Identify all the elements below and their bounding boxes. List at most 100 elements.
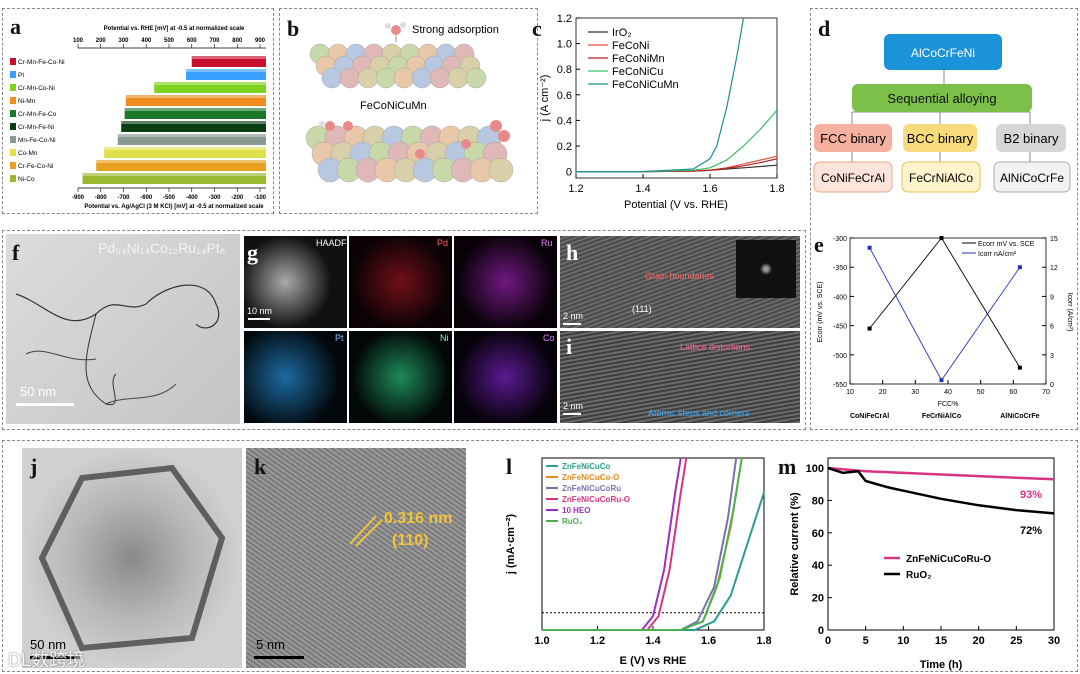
l-ylabel: j (mA·cm⁻²) xyxy=(505,514,517,576)
i-image xyxy=(560,331,800,423)
c-xtick: 1.8 xyxy=(769,183,784,195)
panel-a xyxy=(2,8,274,214)
a-bar-label: Pt xyxy=(18,72,24,79)
c-legend-label: FeCoNiMn xyxy=(612,53,665,65)
l-legend-label: ZnFeNiCuCo-O xyxy=(562,473,619,482)
m-xtick: 25 xyxy=(1010,635,1022,647)
l-xlabel: E (V) vs RHE xyxy=(620,655,687,667)
c-ytick: 1.2 xyxy=(557,13,572,25)
e-ylabel: Ecorr (mV vs. SCE) xyxy=(817,281,824,342)
e-xtick: 70 xyxy=(1042,389,1050,396)
a-bar-label: Cr-Mn-Fe-Co-Ni xyxy=(18,59,65,66)
l-legend-label: RuO₂ xyxy=(562,517,583,526)
a-bottom-tick: -300 xyxy=(208,195,221,201)
e-series-line xyxy=(869,247,1021,381)
a-bar xyxy=(96,160,266,171)
b-title: FeCoNiCuMn xyxy=(360,100,427,112)
label-k: k xyxy=(254,454,267,479)
a-top-tick: 700 xyxy=(209,38,220,44)
label-l: l xyxy=(506,454,513,479)
a-legend-swatch xyxy=(10,84,16,91)
e-point xyxy=(939,236,944,240)
c-ytick: 1.0 xyxy=(557,39,572,51)
e-ytick: -450 xyxy=(833,324,847,331)
h-scalebar xyxy=(563,323,581,325)
d-fcc-leaf: CoNiFeCrAl xyxy=(821,171,885,185)
label-d: d xyxy=(818,16,831,41)
label-m: m xyxy=(778,454,797,479)
a-bar-label: Cr-Mn-Co-Ni xyxy=(18,85,55,92)
g-scale: 10 nm xyxy=(247,306,273,316)
tem-image-j xyxy=(22,448,242,668)
e-point xyxy=(867,326,872,331)
a-bar-label: Ni-Mn xyxy=(18,98,36,105)
f-scale: 50 nm xyxy=(20,384,57,399)
c-ytick: 0.4 xyxy=(557,115,572,127)
k-scalebar xyxy=(254,656,304,659)
m-series-line xyxy=(827,466,1055,515)
a-legend-swatch xyxy=(10,58,16,65)
label-g: g xyxy=(247,240,258,265)
m-series-line xyxy=(827,466,1055,481)
m-xtick: 15 xyxy=(935,635,947,647)
e-y2tick: 9 xyxy=(1050,294,1054,301)
tem-image-k xyxy=(246,448,466,668)
d-b2-leaf: AlNiCoCrFe xyxy=(1000,171,1064,185)
a-bottom-tick: -500 xyxy=(163,195,176,201)
c-series-line xyxy=(576,109,778,173)
e-ytick: -500 xyxy=(833,353,847,360)
a-legend-swatch xyxy=(10,71,16,78)
g-tile-3 xyxy=(454,236,557,328)
h-fft xyxy=(736,240,796,298)
e-xtick: 60 xyxy=(1009,389,1017,396)
panel-b xyxy=(279,8,538,214)
k-scale: 5 nm xyxy=(256,637,285,652)
d-b2: B2 binary xyxy=(1004,131,1059,146)
a-bar-label: Co-Mn xyxy=(18,150,38,157)
d-bcc-leaf: FeCrNiAlCo xyxy=(909,171,973,185)
c-legend-label: FeCoNiCu xyxy=(612,66,663,78)
l-series-line xyxy=(542,457,743,631)
c-ytick: 0.2 xyxy=(557,141,572,153)
m-ytick: 20 xyxy=(812,593,824,605)
a-top-tick: 600 xyxy=(187,38,198,44)
d-bcc: BCC binary xyxy=(907,131,974,146)
a-bar xyxy=(121,121,266,132)
g-scalebar xyxy=(248,318,270,320)
g-tile-label-5: Ni xyxy=(440,333,449,343)
m-xtick: 5 xyxy=(863,635,869,647)
a-bar-label: Cr-Mn-Fe-Co xyxy=(18,111,57,118)
a-bar xyxy=(191,56,266,67)
e-point xyxy=(1017,265,1022,270)
l-legend-label: 10 HEO xyxy=(562,506,590,515)
e-category: CoNiFeCrAl xyxy=(850,413,889,420)
a-bar xyxy=(117,134,266,145)
h-plane: (111) xyxy=(632,304,652,314)
a-legend-swatch xyxy=(10,110,16,117)
e-y2tick: 0 xyxy=(1050,382,1054,389)
e-xlabel: FCC% xyxy=(938,401,959,408)
e-y2tick: 15 xyxy=(1050,236,1058,243)
d-middle: Sequential alloying xyxy=(887,91,996,106)
m-ytick: 40 xyxy=(812,560,824,572)
d-fcc: FCC binary xyxy=(820,131,886,146)
e-y2tick: 12 xyxy=(1050,265,1058,272)
panel-b-illustration: Strong adsorption FeCoNiCuMn xyxy=(305,22,514,183)
tem-image-f xyxy=(6,234,240,424)
g-tile-2 xyxy=(349,236,452,328)
a-bar xyxy=(124,108,266,119)
e-y2tick: 6 xyxy=(1050,324,1054,331)
l-xtick: 1.6 xyxy=(701,635,716,647)
m-xlabel: Time (h) xyxy=(920,659,963,671)
a-bottom-tick: -800 xyxy=(95,195,108,201)
label-a: a xyxy=(10,14,21,39)
a-bar-label: Mn-Fe-Co-Ni xyxy=(18,137,56,144)
g-tile-1 xyxy=(244,236,347,328)
a-bar xyxy=(125,95,267,106)
m-ytick: 80 xyxy=(812,495,824,507)
m-xtick: 20 xyxy=(973,635,985,647)
h-annot: Grain boundaries xyxy=(645,271,715,281)
m-ylabel: Relative current (%) xyxy=(789,492,801,596)
i-scale: 2 nm xyxy=(563,401,584,411)
g-tile-label-6: Co xyxy=(543,333,555,343)
